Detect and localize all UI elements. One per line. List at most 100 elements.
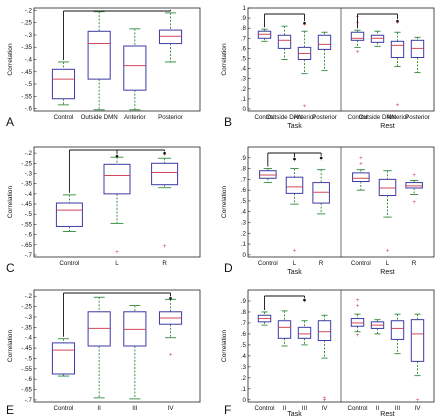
x-tick-label: Outside DHN: [266, 114, 302, 121]
box-body: [51, 342, 76, 375]
y-tick-label: -.5: [25, 211, 33, 218]
x-tick-label: Control: [53, 114, 73, 121]
outlier-marker: +: [163, 151, 167, 158]
outlier-marker: +: [303, 298, 307, 305]
x-tick-label: L: [386, 260, 390, 267]
y-tick-label: -.25: [21, 304, 32, 311]
panel-a: -.6 -.55 -.5 -.45 -.4 -.35 -.3 -.25 -.2 Correlati…: [6, 7, 201, 129]
outlier-marker: +: [319, 156, 323, 163]
box-control: [51, 338, 76, 377]
outlier-marker: +: [293, 157, 297, 164]
x-tick-label: Outside DMN: [359, 114, 396, 121]
y-tick-label: .9: [241, 15, 247, 22]
y-tick-label: .9: [241, 155, 247, 162]
significance-bracket: [264, 295, 306, 310]
box-control: [257, 311, 272, 326]
outlier-marker: +: [396, 19, 400, 26]
box-body: [87, 311, 111, 347]
y-tick-label: .4: [241, 209, 247, 216]
outlier-marker: +: [356, 49, 360, 56]
box-ii: [277, 310, 292, 347]
box-body: [317, 320, 332, 342]
x-tick-label: IV: [168, 405, 175, 412]
box-body: [151, 162, 179, 186]
y-tick-label: -.55: [21, 93, 32, 100]
y-tick-label: -.4: [25, 191, 33, 198]
bracket-end-marker: [163, 151, 166, 155]
y-tick-label: -.35: [21, 181, 32, 188]
significance-bracket: [264, 13, 306, 28]
box-outside-dhn: [277, 25, 292, 60]
box-body: [390, 40, 405, 58]
box-outside-dmn: [370, 30, 385, 47]
x-tick-label: III: [302, 405, 307, 412]
box-body: [378, 178, 397, 197]
y-tick-label: .5: [241, 198, 247, 205]
bracket-end-marker: [319, 156, 323, 160]
y-tick-label: .7: [241, 176, 247, 183]
y-tick-label: -.45: [21, 69, 32, 76]
x-tick-label: L: [293, 260, 297, 267]
outlier-marker: +: [323, 395, 327, 402]
y-tick-label: -.25: [21, 20, 32, 27]
y-axis-label: Correlation: [221, 43, 228, 76]
significance-bracket: [63, 9, 171, 60]
panel-b: 0.1.2.3.4.5.6.7.8.91CorrelationB++Contro…: [221, 5, 435, 130]
x-tick-label: Control: [53, 405, 73, 412]
y-tick-label: -.6: [25, 106, 33, 113]
x-tick-label: Anterior: [124, 114, 146, 121]
x-tick-label: IV: [322, 405, 329, 412]
box-l: +: [378, 170, 397, 255]
box-iv: ++: [317, 314, 332, 404]
box-control: ++: [352, 155, 370, 191]
outlier-marker: +: [396, 102, 400, 109]
y-tick-label: .6: [241, 331, 247, 338]
box-body: [158, 29, 183, 45]
y-tick-label: 0: [243, 106, 247, 113]
y-tick-label: -.45: [21, 345, 32, 352]
group-label: Rest: [380, 411, 394, 418]
y-tick-label: .7: [241, 35, 247, 42]
box-body: [257, 30, 272, 39]
box-r: ++: [151, 151, 179, 250]
group-label: Rest: [380, 269, 394, 276]
y-tick-label: 0: [243, 252, 247, 259]
y-tick-label: .6: [241, 187, 247, 194]
box-control: [51, 61, 76, 106]
x-tick-label: R: [412, 260, 417, 267]
significance-bracket: [63, 292, 172, 337]
outlier-marker: +: [163, 243, 167, 250]
box-anterior: ++: [390, 19, 405, 109]
y-tick-label: -.3: [25, 170, 33, 177]
group-label: Task: [287, 269, 302, 276]
y-tick-label: -.35: [21, 324, 32, 331]
bracket-end-marker: [169, 297, 172, 300]
y-tick-label: .2: [241, 86, 247, 93]
y-tick-label: -.45: [21, 201, 32, 208]
panel-label: C: [6, 261, 15, 275]
box-l: ++: [285, 157, 304, 255]
y-tick-label: -.65: [21, 387, 32, 394]
y-tick-label: -.55: [21, 366, 32, 373]
panel-f: 0.1.2.3.4.5.6.7.8.9CorrelationF+++Contro…: [221, 289, 435, 418]
y-tick-label: 1: [243, 5, 247, 12]
x-tick-label: II: [97, 405, 101, 412]
box-body: [390, 320, 405, 340]
outlier-marker: +: [115, 249, 119, 256]
x-tick-label: Posterior: [405, 114, 430, 121]
y-tick-label: .8: [241, 309, 247, 316]
x-tick-label: L: [115, 260, 119, 267]
y-tick-label: .9: [241, 298, 247, 305]
box-control: [55, 194, 83, 232]
box-ii: [370, 319, 385, 335]
panel-c: -.7 -.65 -.6 -.55 -.5 -.45 -.4 -.35 -.3 -.25 -.2 Co…: [6, 146, 201, 275]
bracket-end-marker: [303, 21, 306, 25]
x-tick-label: Control: [348, 114, 368, 121]
box-body: [297, 326, 312, 339]
box-posterior: [317, 31, 332, 72]
bracket-mid-marker: [293, 157, 296, 161]
box-body: [410, 319, 425, 362]
box-posterior: [158, 12, 183, 63]
x-tick-label: Control: [59, 260, 79, 267]
y-tick-label: -.3: [25, 314, 33, 321]
